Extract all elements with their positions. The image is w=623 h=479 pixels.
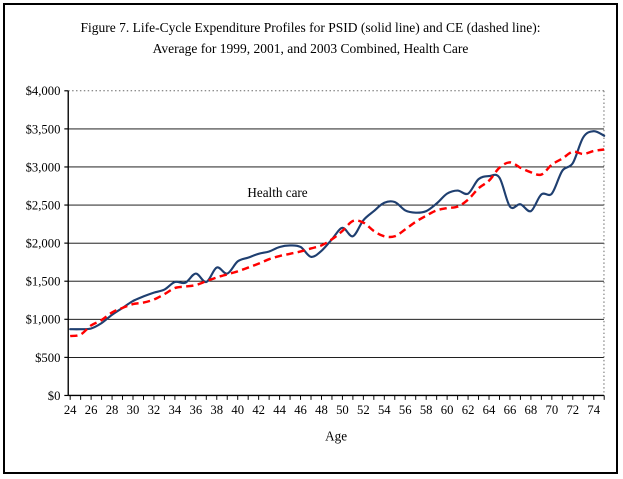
x-tick-label: 50 (336, 403, 349, 417)
x-tick-label: 48 (315, 403, 328, 417)
x-axis-title: Age (325, 428, 347, 443)
x-tick-label: 54 (378, 403, 391, 417)
x-tick-label: 42 (252, 403, 265, 417)
x-tick-label: 34 (169, 403, 182, 417)
y-tick-label: $1,500 (26, 275, 61, 289)
x-tick-label: 52 (357, 403, 370, 417)
figure-title-line2: Average for 1999, 2001, and 2003 Combine… (152, 41, 469, 56)
ce-line (70, 148, 605, 338)
x-tick-label: 28 (106, 403, 119, 417)
annotation-health-care: Health care (247, 185, 307, 200)
y-tick-label: $0 (48, 389, 61, 403)
x-tick-label: 38 (210, 403, 223, 417)
x-tick-label: 26 (85, 403, 98, 417)
x-tick-label: 64 (483, 403, 496, 417)
y-tick-label: $4,000 (26, 84, 61, 98)
figure-title: Figure 7. Life-Cycle Expenditure Profile… (5, 17, 616, 59)
x-tick-label: 24 (64, 403, 77, 417)
x-tick-label: 56 (399, 403, 412, 417)
x-tick-label: 36 (189, 403, 202, 417)
x-tick-label: 74 (587, 403, 600, 417)
x-tick-label: 66 (504, 403, 517, 417)
y-tick-label: $3,000 (26, 160, 61, 174)
y-tick-label: $500 (35, 351, 60, 365)
health-care-line-chart: $0 $500 $1,000 $1,500 $2,000 $2,500 $3,000 $3,5… (26, 84, 606, 443)
x-tick-label: 32 (148, 403, 161, 417)
x-tick-label: 40 (231, 403, 244, 417)
figure-title-line1: Figure 7. Life-Cycle Expenditure Profile… (80, 20, 541, 35)
x-tick-label: 30 (127, 403, 140, 417)
x-tick-label: 58 (420, 403, 433, 417)
y-tick-label: $2,500 (26, 198, 61, 212)
x-tick-label: 46 (294, 403, 307, 417)
psid-line (69, 130, 606, 331)
y-tick-label: $1,000 (26, 313, 61, 327)
x-tick-label: 44 (273, 403, 286, 417)
y-tick-label: $2,000 (26, 237, 61, 251)
x-tick-label: 70 (546, 403, 559, 417)
x-tick-label: 68 (525, 403, 538, 417)
x-tick-label: 72 (566, 403, 579, 417)
x-tick-label: 60 (441, 403, 454, 417)
x-tick-label: 62 (462, 403, 475, 417)
y-tick-label: $3,500 (26, 122, 61, 136)
chart-frame: Figure 7. Life-Cycle Expenditure Profile… (3, 3, 618, 474)
